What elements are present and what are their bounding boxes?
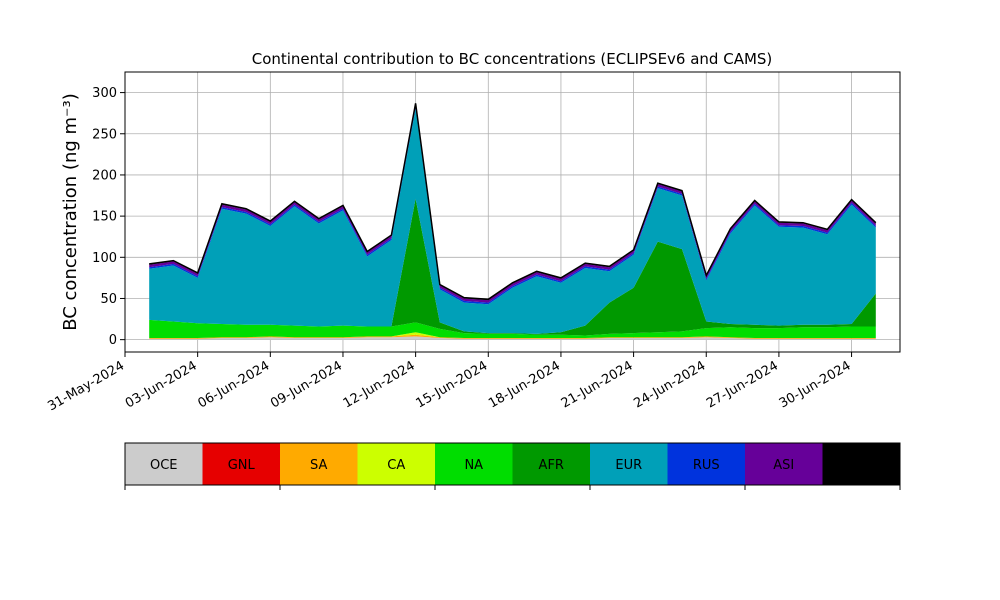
plot-frame <box>124 71 901 353</box>
legend-label-eur: EUR <box>615 458 642 473</box>
legend-swatch-gnl <box>202 443 280 485</box>
x-tick-label: 31-May-2024 <box>45 358 127 414</box>
legend-swatch-asi <box>745 443 823 485</box>
legend-label-ca: CA <box>387 458 405 473</box>
legend-label-asi: ASI <box>773 458 794 473</box>
x-tick-label: 18-Jun-2024 <box>486 358 563 411</box>
legend-swatch-aus <box>822 443 900 485</box>
area-rus <box>149 106 876 305</box>
x-tick-label: 12-Jun-2024 <box>341 358 418 411</box>
y-axis-label: BC concentration (ng m⁻³) <box>60 93 81 331</box>
x-tick-label: 24-Jun-2024 <box>631 358 708 411</box>
area-oce <box>149 336 876 340</box>
legend-swatch-sa <box>280 443 358 485</box>
x-tick-label: 21-Jun-2024 <box>559 358 636 411</box>
area-na <box>149 319 876 338</box>
legend-label-sa: SA <box>310 458 327 473</box>
legend-swatch-afr <box>512 443 590 485</box>
legend-swatch-na <box>435 443 513 485</box>
legend-label-aus: AUS <box>848 458 875 473</box>
y-tick-label: 250 <box>92 127 117 142</box>
legend-swatch-ca <box>357 443 435 485</box>
legend: OCE GNL SA CA NA AFR EUR RUS ASI AUS <box>124 442 901 490</box>
area-eur <box>149 108 876 334</box>
legend-label-oce: OCE <box>150 458 178 473</box>
y-tick-label: 150 <box>92 210 117 225</box>
x-tick-label: 30-Jun-2024 <box>777 358 854 411</box>
area-sa <box>149 334 876 339</box>
chart-title: Continental contribution to BC concentra… <box>252 50 773 68</box>
legend-label-na: NA <box>464 458 483 473</box>
x-tick-label: 03-Jun-2024 <box>123 358 200 411</box>
total-outline <box>149 103 877 301</box>
y-tick-label: 0 <box>109 333 117 348</box>
legend-label-gnl: GNL <box>228 458 256 473</box>
y-tick-label: 200 <box>92 168 117 183</box>
area-asi <box>149 104 876 303</box>
x-tick-label: 27-Jun-2024 <box>704 358 781 411</box>
y-tick-label: 50 <box>100 292 117 307</box>
y-tick-label: 300 <box>92 86 117 101</box>
legend-frame <box>124 442 901 486</box>
x-tick-label: 09-Jun-2024 <box>268 358 345 411</box>
area-afr <box>149 198 876 336</box>
legend-swatch-eur <box>590 443 668 485</box>
legend-label-rus: RUS <box>693 458 720 473</box>
legend-label-afr: AFR <box>539 458 564 473</box>
legend-swatch-oce <box>125 443 203 485</box>
legend-swatch-rus <box>667 443 745 485</box>
x-tick-label: 06-Jun-2024 <box>195 358 272 411</box>
stacked-areas <box>149 103 877 340</box>
y-tick-label: 100 <box>92 251 117 266</box>
x-tick-label: 15-Jun-2024 <box>413 358 490 411</box>
